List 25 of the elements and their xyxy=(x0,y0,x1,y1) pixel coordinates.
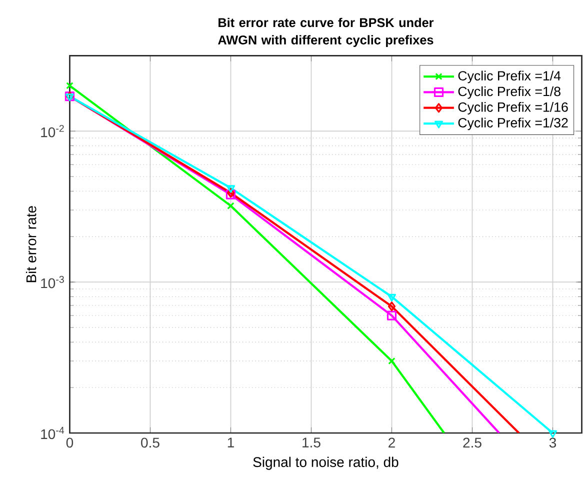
x-axis-title: Signal to noise ratio, db xyxy=(253,456,398,470)
x-tick-label: 0.5 xyxy=(141,438,160,448)
point xyxy=(226,185,236,193)
chart-title: Bit error rate curve for BPSK under AWGN with different cyclic prefixes xyxy=(218,18,434,47)
x-tick-label: 1 xyxy=(228,438,234,448)
y-tick-label: 10$^{-3}$ xyxy=(41,276,64,288)
x-tick-label: 0 xyxy=(66,438,74,448)
point xyxy=(548,430,558,438)
y-axis-title: Bit error rate xyxy=(26,206,36,282)
point xyxy=(227,202,234,210)
point xyxy=(388,357,396,365)
x-tick-label: 2.5 xyxy=(463,438,482,448)
point xyxy=(388,302,396,312)
x-tick-label: 3 xyxy=(549,438,556,448)
legend-label: Cyclic Prefix =1/32 xyxy=(458,118,568,130)
y-tick-label: 10$^{-4}$ xyxy=(41,426,64,440)
legend-label: Cyclic Prefix =1/16 xyxy=(458,102,568,114)
point xyxy=(387,294,396,302)
y-tick-label: 10$^{-2}$ xyxy=(41,124,64,138)
point xyxy=(66,82,74,90)
x-tick-label: 2 xyxy=(388,438,395,448)
legend-label: Cyclic Prefix =1/8 xyxy=(458,86,560,99)
x-tick-label: 1.5 xyxy=(302,438,320,448)
point xyxy=(386,310,397,320)
legend-label: Cyclic Prefix =1/4 xyxy=(458,70,561,84)
